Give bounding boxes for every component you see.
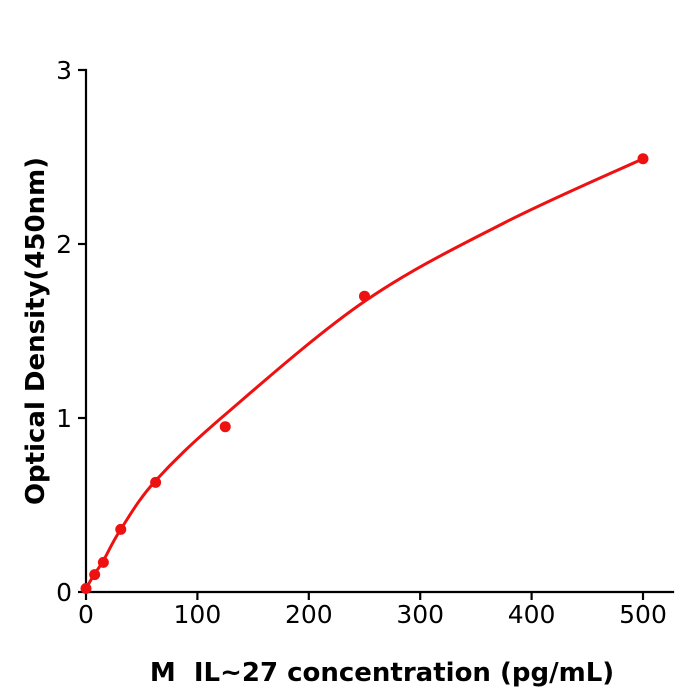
x-tick-label: 0	[78, 600, 94, 629]
y-axis-ticks: 0 1 2 3	[56, 56, 86, 607]
data-point	[97, 556, 109, 568]
y-tick-label: 2	[56, 230, 72, 259]
x-tick-label: 400	[508, 600, 556, 629]
x-axis-ticks: 0 100 200 300 400 500	[78, 592, 667, 629]
y-axis-title: Optical Density(450nm)	[21, 157, 51, 505]
data-point	[150, 476, 162, 488]
data-point	[637, 153, 649, 165]
data-point	[219, 421, 231, 433]
x-tick-label: 200	[285, 600, 333, 629]
data-point	[359, 290, 370, 302]
x-tick-label: 100	[174, 600, 222, 629]
y-tick-label: 1	[56, 404, 72, 433]
data-point	[80, 583, 92, 595]
y-tick-label: 3	[56, 56, 72, 85]
data-point	[89, 569, 101, 581]
axes-spines	[84, 68, 675, 594]
x-tick-label: 500	[619, 600, 667, 629]
data-points-group	[80, 153, 649, 595]
x-axis-title: M IL~27 concentration (pg/mL)	[150, 658, 614, 688]
data-point	[115, 523, 127, 535]
x-tick-label: 300	[396, 600, 444, 629]
y-tick-label: 0	[56, 578, 72, 607]
fitted-curve-path	[84, 157, 645, 591]
